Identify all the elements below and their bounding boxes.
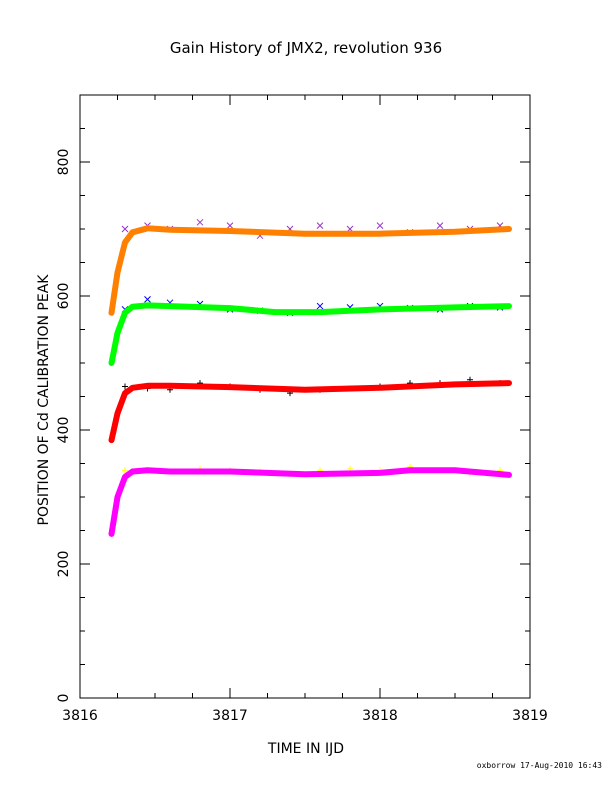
axis-layer: 3816 3817 3818 3819 0 200 400 600 800 <box>56 95 548 724</box>
footer-credit: oxborrow 17-Aug-2010 16:43 <box>477 761 602 770</box>
x-tick-label: 3819 <box>512 708 548 724</box>
y-tick-label: 600 <box>56 283 72 310</box>
chart-title: Gain History of JMX2, revolution 936 <box>170 39 442 57</box>
fit-line <box>108 225 512 316</box>
data-point <box>122 467 128 474</box>
data-point <box>316 302 324 310</box>
y-tick-label: 200 <box>56 551 72 578</box>
data-point <box>144 295 151 303</box>
data-point <box>376 222 384 230</box>
x-tick-label: 3818 <box>362 708 398 724</box>
data-point <box>121 225 129 233</box>
y-tick-label: 400 <box>56 417 72 444</box>
fit-line <box>108 380 512 444</box>
series-1 <box>108 225 512 316</box>
series-7 <box>108 467 512 537</box>
data-point <box>122 383 128 390</box>
x-tick-label: 3817 <box>212 708 248 724</box>
data-point <box>436 222 444 230</box>
x-tick-label: 3816 <box>62 708 98 724</box>
y-axis-label: POSITION OF Cd CALIBRATION PEAK <box>36 274 52 526</box>
data-point <box>316 222 324 230</box>
data-point <box>226 222 234 230</box>
series-5 <box>108 380 512 444</box>
x-axis-label: TIME IN IJD <box>267 741 344 757</box>
fit-line <box>108 467 512 537</box>
data-point <box>196 218 204 226</box>
y-tick-label: 0 <box>56 694 72 703</box>
y-tick-label: 800 <box>56 149 72 176</box>
plot-frame <box>79 94 531 699</box>
series-layer <box>108 218 512 537</box>
fit-line <box>108 302 512 366</box>
series-3 <box>108 302 512 366</box>
